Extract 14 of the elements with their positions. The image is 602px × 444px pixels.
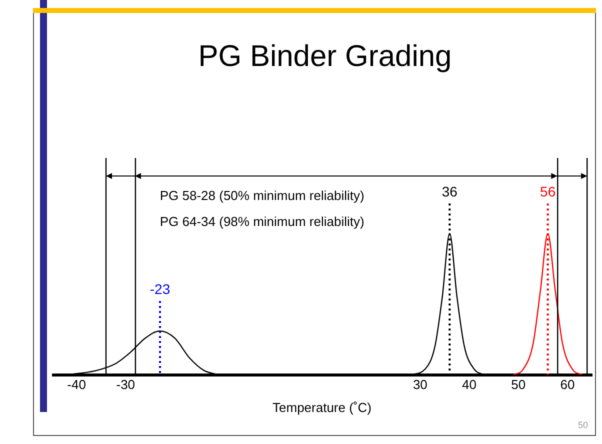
x-tick-label: 50 bbox=[511, 377, 526, 392]
text: 50 bbox=[578, 420, 588, 430]
x-tick-label: -40 bbox=[67, 377, 86, 392]
text: PG 58-28 (50% minimum reliability) bbox=[158, 188, 366, 203]
x-axis-title: Temperature (˚C) bbox=[272, 400, 372, 415]
text: PG 64-34 (98% minimum reliability) bbox=[158, 214, 366, 229]
chart-title: PG Binder Grading bbox=[197, 40, 453, 74]
ref-line-label: -23 bbox=[150, 280, 170, 297]
ref-line-label: 56 bbox=[540, 183, 556, 200]
x-tick-label: 60 bbox=[560, 377, 575, 392]
x-tick-label: 40 bbox=[462, 377, 477, 392]
ref-line-label: 36 bbox=[442, 183, 458, 200]
x-tick-label: 30 bbox=[412, 377, 428, 392]
x-tick-label: -30 bbox=[116, 377, 136, 392]
